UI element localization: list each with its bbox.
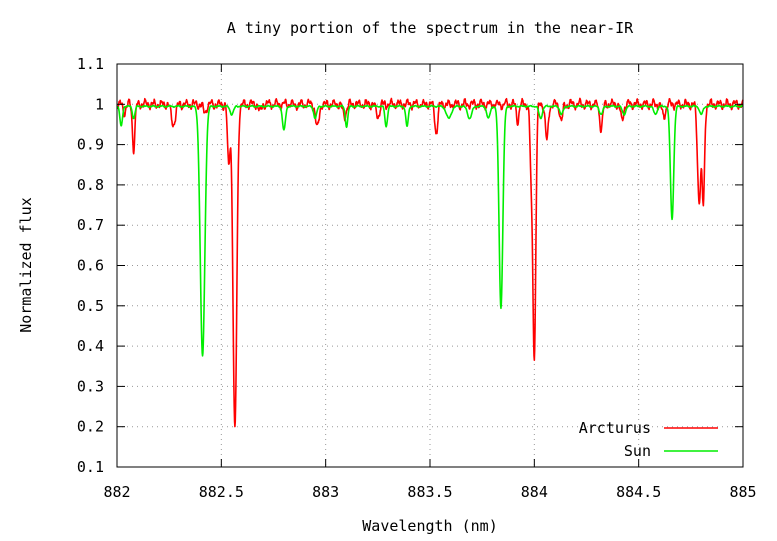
series-line-arcturus [116, 97, 744, 428]
x-tick-label: 883 [312, 483, 339, 501]
y-tick-label: 1.1 [77, 55, 104, 73]
legend-label-sun: Sun [624, 442, 651, 460]
x-tick-label: 884.5 [616, 483, 661, 501]
y-tick-label: 1 [95, 95, 104, 113]
x-axis-label: Wavelength (nm) [362, 517, 497, 535]
x-tick-label: 883.5 [407, 483, 452, 501]
y-tick-label: 0.3 [77, 377, 104, 395]
x-tick-label: 882 [103, 483, 130, 501]
y-tick-label: 0.8 [77, 176, 104, 194]
x-tick-label: 884 [521, 483, 548, 501]
series-layer [116, 97, 744, 428]
y-tick-label: 0.7 [77, 216, 104, 234]
x-tick-label: 882.5 [199, 483, 244, 501]
y-tick-label: 0.6 [77, 257, 104, 275]
y-axis-label: Normalized flux [17, 197, 35, 332]
y-tick-label: 0.1 [77, 458, 104, 476]
y-tick-label: 0.4 [77, 337, 104, 355]
legend-label-arcturus: Arcturus [579, 419, 651, 437]
y-tick-label: 0.2 [77, 418, 104, 436]
grid [117, 64, 743, 467]
legend: Arcturus Sun [579, 419, 718, 460]
y-tick-label: 0.9 [77, 136, 104, 154]
series-line-sun [116, 104, 744, 357]
chart-title: A tiny portion of the spectrum in the ne… [227, 19, 634, 37]
y-tick-label: 0.5 [77, 297, 104, 315]
ticks: 0.1 0.2 0.3 0.4 0.5 0.6 0.7 0.8 0.9 1 1.1 882 882.5 8… [77, 55, 757, 501]
x-tick-label: 885 [729, 483, 756, 501]
